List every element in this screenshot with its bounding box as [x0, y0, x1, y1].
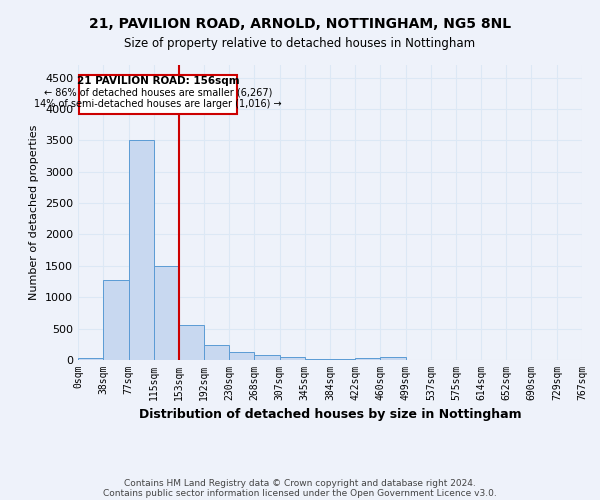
Text: 21 PAVILION ROAD: 156sqm: 21 PAVILION ROAD: 156sqm [77, 76, 239, 86]
Bar [305, 358, 331, 360]
Y-axis label: Number of detached properties: Number of detached properties [29, 125, 40, 300]
Bar [154, 266, 179, 360]
FancyBboxPatch shape [79, 75, 237, 114]
Text: Contains HM Land Registry data © Crown copyright and database right 2024.: Contains HM Land Registry data © Crown c… [124, 478, 476, 488]
Bar [229, 352, 254, 360]
Text: 14% of semi-detached houses are larger (1,016) →: 14% of semi-detached houses are larger (… [34, 99, 282, 109]
Bar [204, 345, 229, 360]
Text: 21, PAVILION ROAD, ARNOLD, NOTTINGHAM, NG5 8NL: 21, PAVILION ROAD, ARNOLD, NOTTINGHAM, N… [89, 18, 511, 32]
Bar [355, 358, 380, 360]
Bar [179, 325, 204, 360]
Bar [380, 357, 406, 360]
Bar [331, 358, 355, 360]
Text: Contains public sector information licensed under the Open Government Licence v3: Contains public sector information licen… [103, 488, 497, 498]
Bar [78, 358, 103, 360]
Text: ← 86% of detached houses are smaller (6,267): ← 86% of detached houses are smaller (6,… [44, 88, 272, 98]
Bar [280, 358, 305, 360]
Text: Size of property relative to detached houses in Nottingham: Size of property relative to detached ho… [124, 38, 476, 51]
Bar [254, 355, 280, 360]
X-axis label: Distribution of detached houses by size in Nottingham: Distribution of detached houses by size … [139, 408, 521, 422]
Bar [128, 140, 154, 360]
Bar [103, 280, 128, 360]
